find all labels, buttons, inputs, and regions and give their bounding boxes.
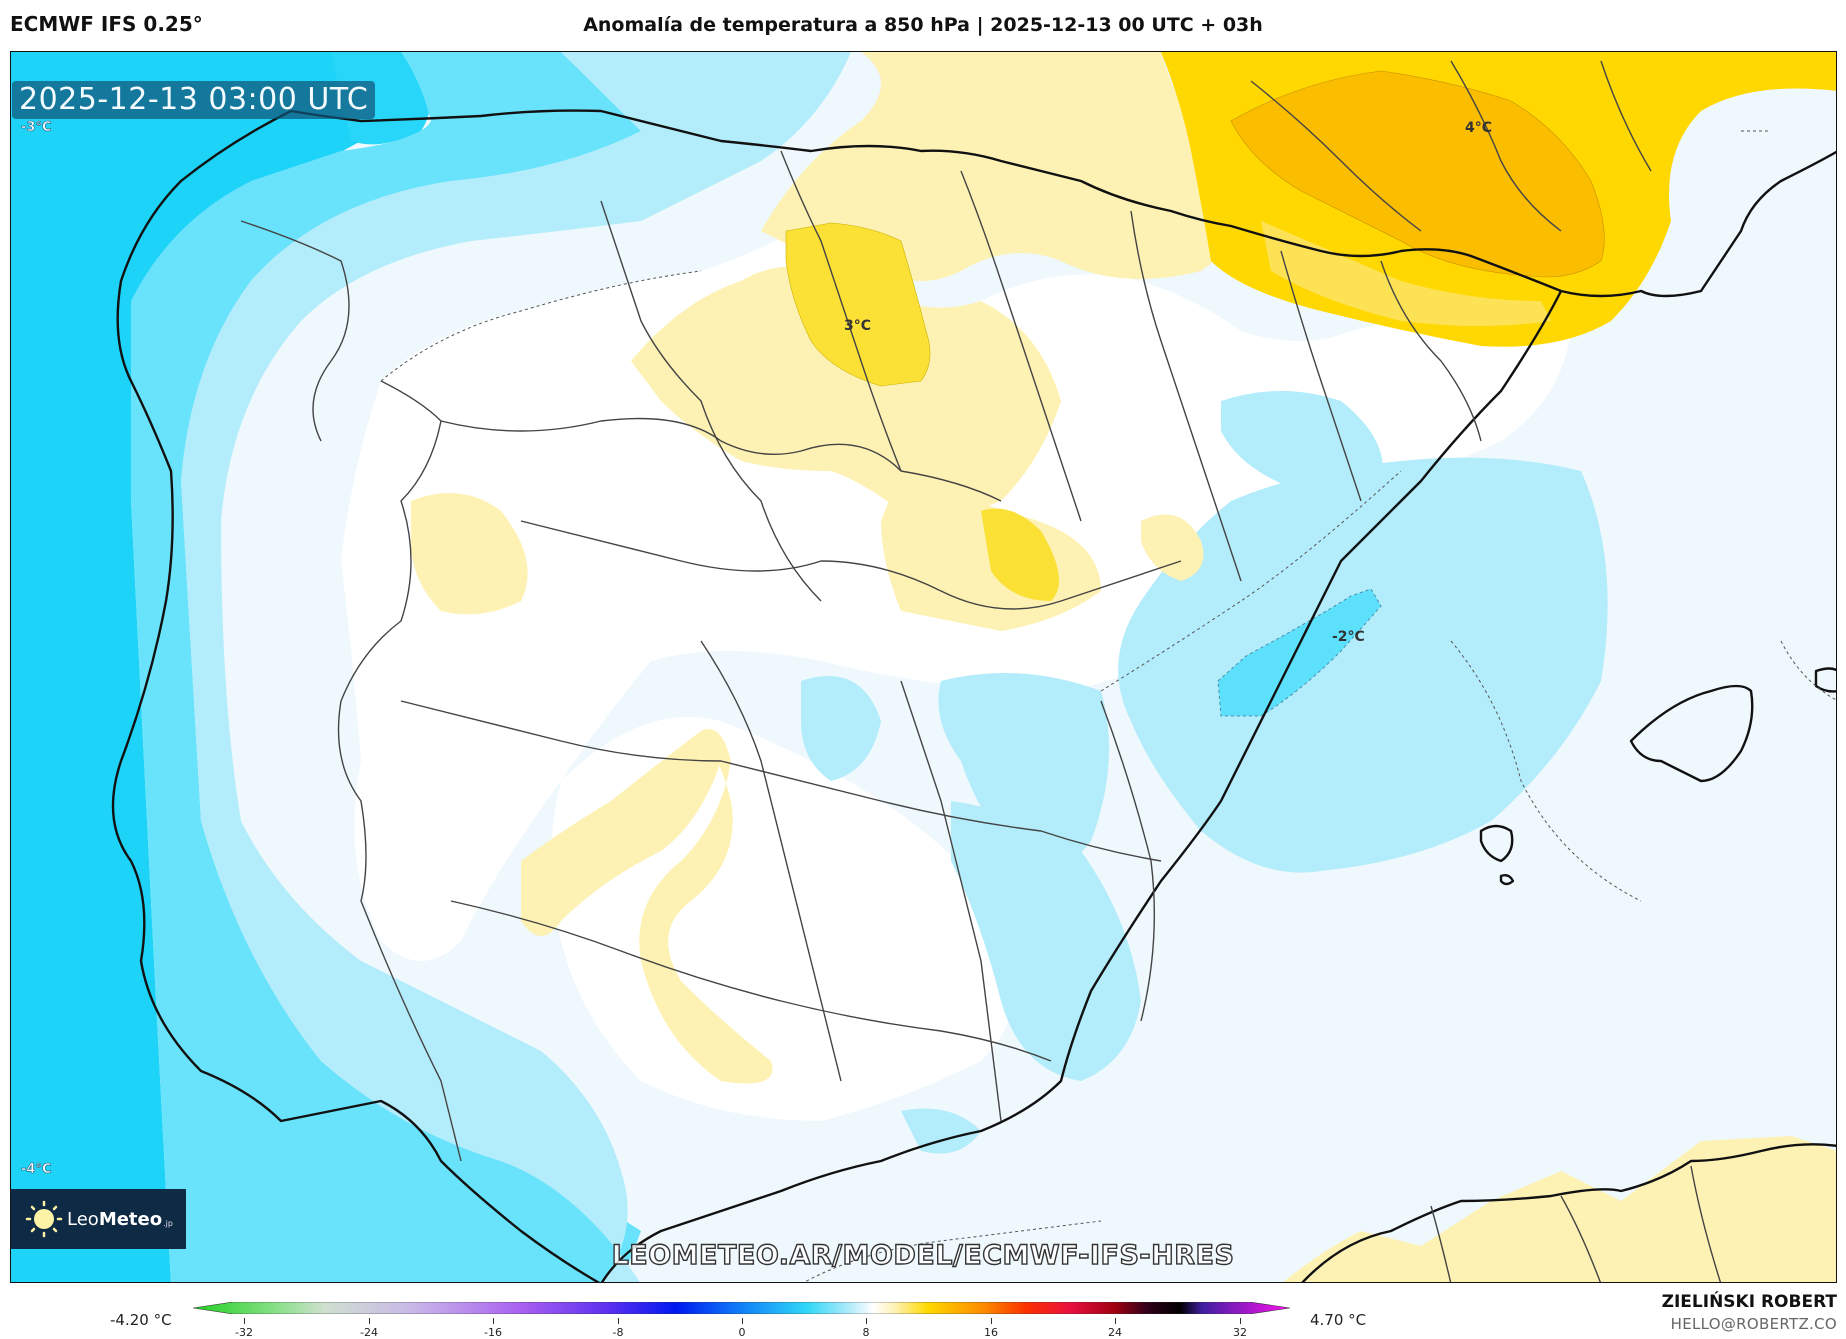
region-borders <box>240 60 1722 1282</box>
colorbar-tick: 24 <box>1108 1326 1122 1339</box>
colorbar-tick: 32 <box>1233 1326 1247 1339</box>
colorbar-tick: -32 <box>235 1326 253 1339</box>
map-canvas[interactable]: 2025-12-13 03:00 UTC -3°C -4°C 3°C 4°C -… <box>10 51 1837 1283</box>
brand-name: LeoMeteo <box>67 1208 163 1230</box>
model-title: ECMWF IFS 0.25° <box>10 12 203 36</box>
colorbar-tick: 0 <box>738 1326 746 1339</box>
contour-label: -4°C <box>21 1162 52 1178</box>
colorbar-min-label: -4.20 °C <box>110 1311 172 1329</box>
author-name: ZIELIŃSKI ROBERT <box>1661 1292 1837 1312</box>
author-credit: ZIELIŃSKI ROBERT HELLO@ROBERTZ.CO <box>1662 1292 1837 1333</box>
colorbar-tick: -24 <box>360 1326 378 1339</box>
colorbar-tick: -16 <box>484 1326 502 1339</box>
brand-tld: .jp <box>163 1218 173 1228</box>
colorbar-max-label: 4.70 °C <box>1310 1311 1367 1329</box>
sun-icon <box>25 1200 63 1238</box>
author-email[interactable]: HELLO@ROBERTZ.CO <box>1670 1315 1837 1333</box>
colorbar-ticks: -32 -24 -16 -8 0 8 16 24 32 <box>0 1318 1846 1339</box>
colorbar <box>193 1302 1290 1314</box>
contour-label: -2°C <box>1332 629 1365 645</box>
contour-lines <box>380 130 1836 1282</box>
map-title: Anomalía de temperatura a 850 hPa | 2025… <box>583 14 1263 36</box>
contour-label: 4°C <box>1465 120 1493 136</box>
coastline <box>111 109 1836 1282</box>
colorbar-tick: 8 <box>862 1326 870 1339</box>
contour-label: -3°C <box>21 120 52 136</box>
leometeo-logo[interactable]: LeoMeteo .jp <box>11 1189 186 1249</box>
colorbar-tick: -8 <box>612 1326 624 1339</box>
valid-time-badge: 2025-12-13 03:00 UTC <box>12 81 376 119</box>
source-watermark: LEOMETEO.AR/MODEL/ECMWF-IFS-HRES <box>611 1239 1235 1271</box>
contour-label: 3°C <box>844 318 872 334</box>
anomaly-field <box>11 52 1836 1282</box>
colorbar-tick: 16 <box>984 1326 998 1339</box>
